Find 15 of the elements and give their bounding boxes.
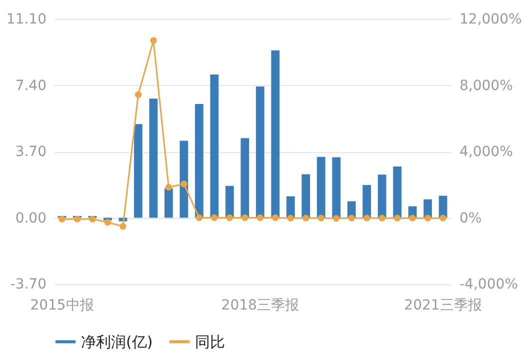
x-tick-label: 2018三季报 — [221, 298, 299, 314]
y-tick-label: 11.10 — [6, 12, 46, 28]
y2-tick-label: 8,000% — [460, 78, 513, 94]
legend-label: 净利润(亿) — [81, 332, 153, 351]
y-tick-label: -3.70 — [10, 276, 46, 292]
x-tick-label: 2015中报 — [30, 298, 94, 314]
y-tick-label: 3.70 — [15, 144, 46, 160]
x-tick-label: 2021三季报 — [404, 298, 482, 314]
y-tick-label: 7.40 — [15, 78, 46, 94]
legend-label: 同比 — [195, 332, 225, 351]
y2-tick-label: 4,000% — [460, 144, 513, 160]
y2-tick-label: 0% — [460, 210, 482, 226]
y2-tick-label: -4,000% — [460, 276, 518, 292]
y-tick-label: 0.00 — [15, 210, 46, 226]
y2-tick-label: 12,000% — [460, 12, 522, 28]
